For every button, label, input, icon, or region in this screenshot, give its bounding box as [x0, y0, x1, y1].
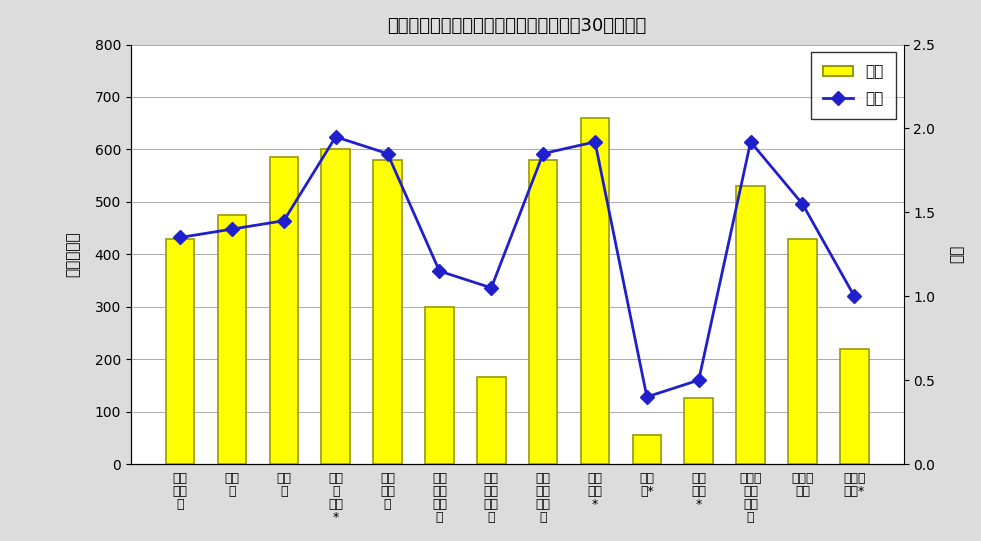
月数: [745, 138, 756, 145]
Bar: [581, 118, 609, 464]
Bar: [529, 160, 557, 464]
月数: [486, 285, 497, 291]
月数: [849, 293, 860, 300]
Bar: [270, 157, 298, 464]
月数: [434, 268, 445, 274]
月数: [797, 201, 808, 207]
月数: [278, 217, 289, 224]
月数: [330, 134, 341, 140]
Legend: 金額, 月数: 金額, 月数: [810, 52, 896, 119]
Bar: [685, 399, 713, 464]
Title: 産業別年末賞与の支給状況（事業所規模30人以上）: 産業別年末賞与の支給状況（事業所規模30人以上）: [387, 17, 646, 35]
月数: [382, 150, 393, 157]
月数: [693, 377, 704, 384]
Bar: [322, 149, 350, 464]
Y-axis label: 金額　千円: 金額 千円: [66, 232, 80, 277]
Bar: [840, 348, 868, 464]
月数: [590, 138, 601, 145]
月数: [226, 226, 237, 232]
Bar: [218, 215, 246, 464]
Bar: [477, 378, 505, 464]
Bar: [788, 239, 817, 464]
Bar: [374, 160, 402, 464]
Line: 月数: 月数: [176, 132, 859, 402]
Y-axis label: 月数: 月数: [950, 245, 964, 263]
Bar: [633, 435, 661, 464]
月数: [641, 394, 652, 400]
Bar: [166, 239, 194, 464]
月数: [538, 150, 549, 157]
Bar: [737, 186, 765, 464]
月数: [175, 234, 186, 241]
Bar: [425, 307, 453, 464]
